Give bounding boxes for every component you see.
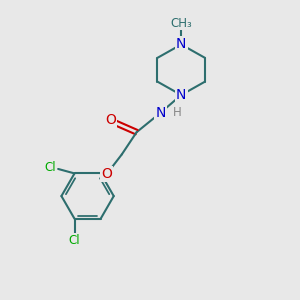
Text: N: N (155, 106, 166, 120)
Text: CH₃: CH₃ (170, 16, 192, 30)
Text: N: N (176, 38, 186, 52)
Text: O: O (105, 113, 116, 127)
Text: O: O (101, 167, 112, 181)
Text: N: N (176, 88, 186, 102)
Text: Cl: Cl (69, 234, 80, 247)
Text: H: H (173, 106, 182, 119)
Text: Cl: Cl (44, 161, 56, 174)
